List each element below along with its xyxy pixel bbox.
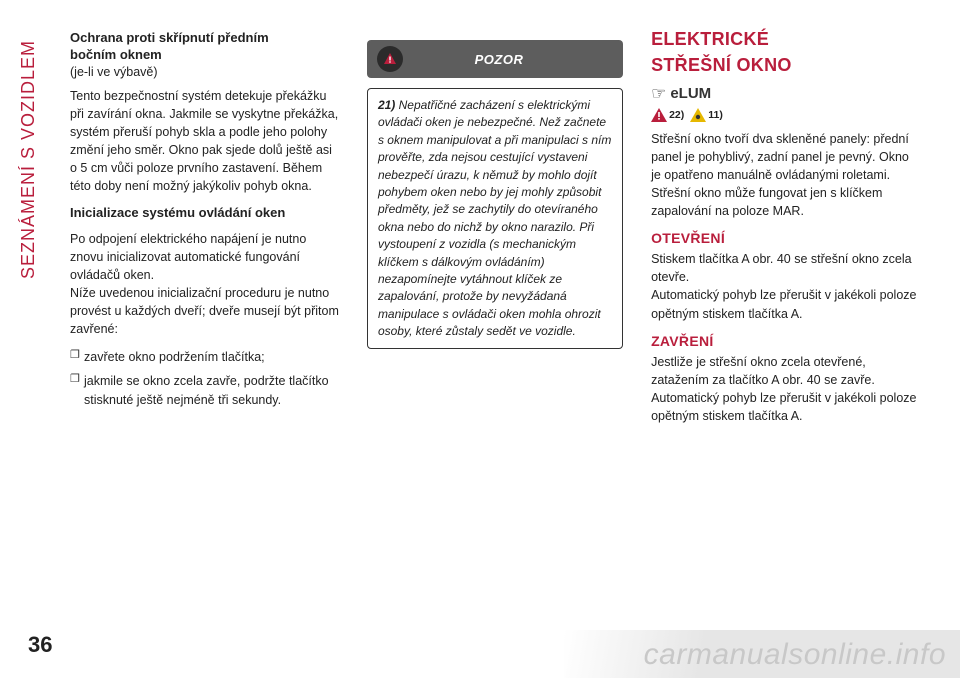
col3-sub-open: OTEVŘENÍ (651, 230, 920, 246)
col1-heading-line2: bočním oknem (70, 47, 339, 63)
column-3: ELEKTRICKÉ STŘEŠNÍ OKNO ☞ eLUM 22) 11) S… (651, 30, 920, 435)
col1-heading-note: (je-li ve výbavě) (70, 65, 339, 79)
elum-row: ☞ eLUM (651, 84, 920, 104)
pointing-hand-icon: ☞ (651, 84, 666, 104)
attention-bar: POZOR (367, 40, 623, 78)
page-number: 36 (28, 632, 52, 658)
ref-num-22: 22) (669, 109, 684, 121)
col3-title-line2: STŘEŠNÍ OKNO (651, 56, 920, 76)
col3-paragraph-1: Střešní okno tvoří dva skleněné panely: … (651, 130, 920, 221)
column-1: Ochrana proti skřípnutí předním bočním o… (70, 30, 339, 435)
col1-list-item-2: jakmile se okno zcela zavře, podržte tla… (70, 372, 339, 408)
elum-label: eLUM (670, 85, 711, 102)
attention-label: POZOR (411, 52, 613, 67)
col3-paragraph-3: Jestliže je střešní okno zcela otevřené,… (651, 353, 920, 426)
content-columns: Ochrana proti skřípnutí předním bočním o… (70, 20, 920, 435)
caution-fan-ref: 11) (690, 108, 723, 122)
col1-paragraph-2: Po odpojení elektrického napájení je nut… (70, 230, 339, 339)
warning-box: 21) Nepatřičné zacházení s elektrickými … (367, 88, 623, 349)
col1-heading-line1: Ochrana proti skřípnutí předním (70, 30, 339, 46)
col3-sub-close: ZAVŘENÍ (651, 333, 920, 349)
watermark: carmanualsonline.info (564, 630, 960, 678)
warning-number: 21) (378, 98, 395, 112)
col3-paragraph-2: Stiskem tlačítka A obr. 40 se střešní ok… (651, 250, 920, 323)
warning-text: Nepatřičné zacházení s elektrickými ovlá… (378, 98, 611, 338)
warning-triangle-ref: 22) (651, 108, 684, 122)
section-vertical-label: SEZNÁMENÍ S VOZIDLEM (18, 40, 39, 279)
column-2: POZOR 21) Nepatřičné zacházení s elektri… (367, 30, 623, 435)
manual-page: SEZNÁMENÍ S VOZIDLEM Ochrana proti skříp… (0, 0, 960, 678)
col1-paragraph-1: Tento bezpečnostní systém detekuje překá… (70, 87, 339, 196)
reference-icons: 22) 11) (651, 108, 920, 122)
col3-title-line1: ELEKTRICKÉ (651, 30, 920, 50)
col1-list-item-1: zavřete okno podržením tlačítka; (70, 348, 339, 366)
exclamation-circle-icon (377, 46, 403, 72)
ref-num-11: 11) (708, 109, 723, 121)
col1-heading-2: Inicializace systému ovládání oken (70, 205, 339, 221)
